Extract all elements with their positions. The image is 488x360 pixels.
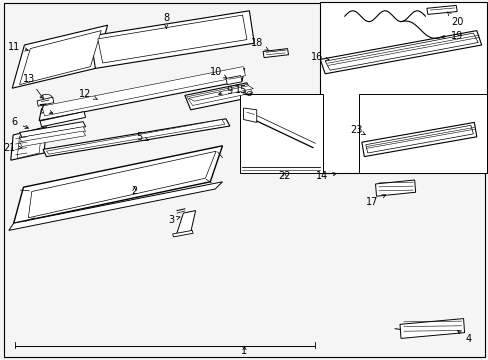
Polygon shape	[365, 125, 472, 153]
Polygon shape	[184, 83, 251, 110]
Text: 2: 2	[131, 186, 137, 196]
Text: 13: 13	[23, 74, 43, 99]
Polygon shape	[20, 127, 85, 142]
Polygon shape	[20, 131, 85, 147]
Text: 4: 4	[457, 330, 470, 344]
Polygon shape	[12, 25, 107, 88]
Text: 10: 10	[209, 67, 226, 78]
Polygon shape	[243, 108, 256, 122]
Polygon shape	[43, 119, 229, 157]
Polygon shape	[426, 5, 456, 14]
Polygon shape	[28, 151, 216, 218]
Text: 20: 20	[447, 12, 463, 27]
Polygon shape	[41, 72, 244, 113]
Polygon shape	[39, 68, 244, 121]
Polygon shape	[46, 120, 224, 154]
Polygon shape	[325, 33, 477, 70]
Text: 1: 1	[241, 346, 247, 356]
Polygon shape	[361, 122, 476, 157]
Text: 19: 19	[440, 31, 463, 41]
Text: 3: 3	[168, 215, 180, 225]
Polygon shape	[20, 31, 101, 85]
Polygon shape	[320, 2, 486, 173]
Text: 22: 22	[278, 171, 290, 181]
Polygon shape	[239, 94, 322, 173]
Text: 11: 11	[7, 42, 28, 52]
Text: 21: 21	[3, 143, 22, 153]
Polygon shape	[399, 319, 464, 338]
Text: 12: 12	[79, 89, 97, 99]
Text: 6: 6	[12, 117, 28, 129]
Polygon shape	[17, 131, 41, 158]
Polygon shape	[20, 122, 85, 138]
Polygon shape	[263, 49, 288, 58]
Polygon shape	[14, 146, 222, 223]
Polygon shape	[375, 180, 415, 196]
Text: 9: 9	[218, 86, 232, 96]
Polygon shape	[11, 127, 46, 160]
Polygon shape	[98, 15, 246, 63]
Polygon shape	[42, 67, 245, 116]
Polygon shape	[9, 182, 222, 230]
Polygon shape	[90, 11, 254, 68]
Text: 8: 8	[163, 13, 169, 28]
Polygon shape	[320, 31, 481, 74]
Text: 15: 15	[234, 85, 247, 95]
Polygon shape	[176, 211, 195, 236]
Text: 18: 18	[250, 38, 268, 50]
Text: 5: 5	[136, 132, 148, 142]
Text: 7: 7	[39, 104, 53, 114]
Text: 14: 14	[315, 171, 336, 181]
Polygon shape	[40, 112, 85, 127]
Text: 17: 17	[366, 195, 385, 207]
Polygon shape	[359, 94, 486, 173]
Polygon shape	[37, 97, 54, 106]
Polygon shape	[186, 84, 252, 105]
Polygon shape	[172, 230, 193, 237]
Polygon shape	[225, 76, 242, 85]
Polygon shape	[188, 86, 253, 101]
Text: 23: 23	[349, 125, 365, 135]
Text: 16: 16	[310, 52, 328, 62]
